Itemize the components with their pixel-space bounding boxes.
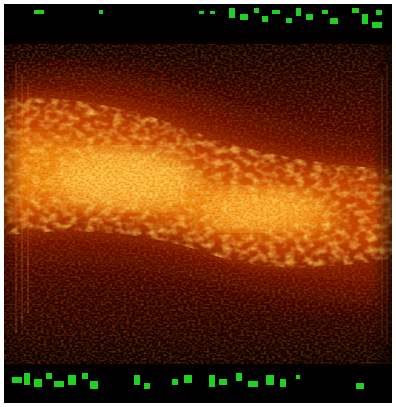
thermal-scan-image: [4, 4, 392, 403]
scan-frame: [4, 4, 392, 403]
top-overlay-glyphs: [34, 8, 382, 28]
bottom-overlay-glyphs: [12, 373, 364, 389]
